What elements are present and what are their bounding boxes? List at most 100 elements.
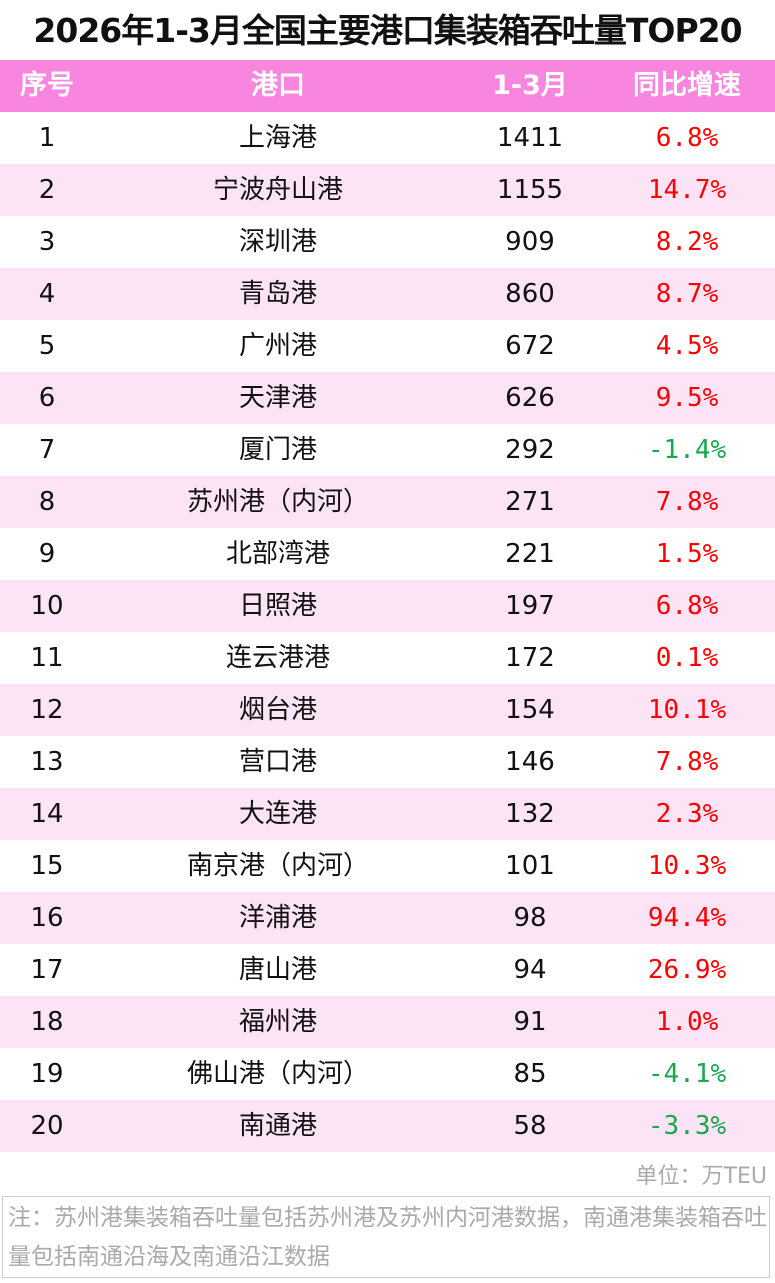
growth-cell: 1.0% (655, 1007, 719, 1037)
header-value: 1-3月 (492, 70, 568, 101)
value-cell: 271 (505, 487, 555, 517)
rank-cell: 5 (38, 331, 56, 361)
port-cell: 青岛港 (238, 279, 317, 309)
rank-cell: 15 (30, 851, 64, 881)
table-row: 17 唐山港 94 26.9% (0, 944, 775, 996)
value-cell: 1155 (496, 175, 564, 205)
value-cell: 672 (505, 331, 555, 361)
value-cell: 860 (505, 279, 555, 309)
port-cell: 洋浦港 (238, 903, 317, 933)
growth-cell: 94.4% (647, 903, 727, 933)
growth-cell: 2.3% (655, 799, 719, 829)
header-port: 港口 (251, 70, 305, 101)
value-cell: 98 (513, 903, 547, 933)
rank-cell: 18 (30, 1007, 64, 1037)
growth-cell: 8.7% (655, 279, 719, 309)
rank-cell: 14 (30, 799, 64, 829)
rank-cell: 7 (38, 435, 56, 465)
header-rank: 序号 (20, 70, 74, 101)
value-cell: 58 (513, 1111, 547, 1141)
table-row: 9 北部湾港 221 1.5% (0, 528, 775, 580)
value-cell: 626 (505, 383, 555, 413)
table-header: 序号 港口 1-3月 同比增速 (0, 60, 775, 112)
table-row: 15 南京港（内河） 101 10.3% (0, 840, 775, 892)
port-cell: 北部湾港 (225, 539, 330, 569)
table-row: 2 宁波舟山港 1155 14.7% (0, 164, 775, 216)
table-row: 5 广州港 672 4.5% (0, 320, 775, 372)
rank-cell: 4 (38, 279, 56, 309)
unit-label: 单位：万TEU (635, 1164, 767, 1189)
value-cell: 154 (505, 695, 555, 725)
rank-cell: 3 (38, 227, 56, 257)
table-row: 8 苏州港（内河） 271 7.8% (0, 476, 775, 528)
growth-cell: 8.2% (655, 227, 719, 257)
port-cell: 广州港 (238, 331, 317, 361)
port-cell: 南通港 (238, 1111, 317, 1141)
table-row: 4 青岛港 860 8.7% (0, 268, 775, 320)
table-row: 6 天津港 626 9.5% (0, 372, 775, 424)
value-cell: 292 (505, 435, 555, 465)
port-cell: 营口港 (238, 747, 317, 777)
rank-cell: 9 (38, 539, 56, 569)
growth-cell: 9.5% (655, 383, 719, 413)
growth-cell: 6.8% (655, 591, 719, 621)
growth-cell: 7.8% (655, 487, 719, 517)
growth-cell: -1.4% (647, 435, 727, 465)
port-cell: 南京港（内河） (186, 851, 369, 881)
port-cell: 宁波舟山港 (212, 175, 343, 205)
table-row: 20 南通港 58 -3.3% (0, 1100, 775, 1152)
port-cell: 日照港 (238, 591, 317, 621)
rank-cell: 13 (30, 747, 64, 777)
port-cell: 大连港 (238, 799, 317, 829)
table-row: 13 营口港 146 7.8% (0, 736, 775, 788)
value-cell: 85 (513, 1059, 547, 1089)
growth-cell: 10.3% (647, 851, 727, 881)
value-cell: 91 (513, 1007, 547, 1037)
port-cell: 深圳港 (238, 227, 317, 257)
table-row: 3 深圳港 909 8.2% (0, 216, 775, 268)
growth-cell: 14.7% (647, 175, 727, 205)
rank-cell: 19 (30, 1059, 64, 1089)
rank-cell: 2 (38, 175, 56, 205)
port-cell: 厦门港 (238, 435, 317, 465)
rank-cell: 17 (30, 955, 64, 985)
growth-cell: 4.5% (655, 331, 719, 361)
port-cell: 福州港 (238, 1007, 317, 1037)
page-title: 2026年1-3月全国主要港口集装箱吞吐量TOP20 (33, 11, 742, 50)
growth-cell: -3.3% (647, 1111, 727, 1141)
value-cell: 101 (505, 851, 555, 881)
growth-cell: 26.9% (647, 955, 727, 985)
value-cell: 94 (513, 955, 547, 985)
value-cell: 909 (505, 227, 555, 257)
value-cell: 132 (505, 799, 555, 829)
table-row: 18 福州港 91 1.0% (0, 996, 775, 1048)
table-row: 11 连云港港 172 0.1% (0, 632, 775, 684)
table-row: 10 日照港 197 6.8% (0, 580, 775, 632)
table-row: 12 烟台港 154 10.1% (0, 684, 775, 736)
value-cell: 197 (505, 591, 555, 621)
value-cell: 1411 (496, 123, 564, 153)
footnote: 注：苏州港集装箱吞吐量包括苏州港及苏州内河港数据，南通港集装箱吞吐量包括南通沿海… (2, 1196, 770, 1278)
table-row: 19 佛山港（内河） 85 -4.1% (0, 1048, 775, 1100)
growth-cell: 7.8% (655, 747, 719, 777)
rank-cell: 16 (30, 903, 64, 933)
value-cell: 172 (505, 643, 555, 673)
growth-cell: -4.1% (647, 1059, 727, 1089)
port-cell: 上海港 (238, 123, 317, 153)
header-growth: 同比增速 (633, 70, 741, 101)
rank-cell: 6 (38, 383, 56, 413)
growth-cell: 10.1% (647, 695, 727, 725)
port-cell: 佛山港（内河） (186, 1059, 369, 1089)
port-cell: 烟台港 (238, 695, 317, 725)
growth-cell: 1.5% (655, 539, 719, 569)
table-row: 14 大连港 132 2.3% (0, 788, 775, 840)
value-cell: 146 (505, 747, 555, 777)
port-cell: 连云港港 (225, 643, 330, 673)
growth-cell: 6.8% (655, 123, 719, 153)
table-row: 1 上海港 1411 6.8% (0, 112, 775, 164)
table-row: 16 洋浦港 98 94.4% (0, 892, 775, 944)
rank-cell: 12 (30, 695, 64, 725)
rank-cell: 1 (38, 123, 56, 153)
table-row: 7 厦门港 292 -1.4% (0, 424, 775, 476)
